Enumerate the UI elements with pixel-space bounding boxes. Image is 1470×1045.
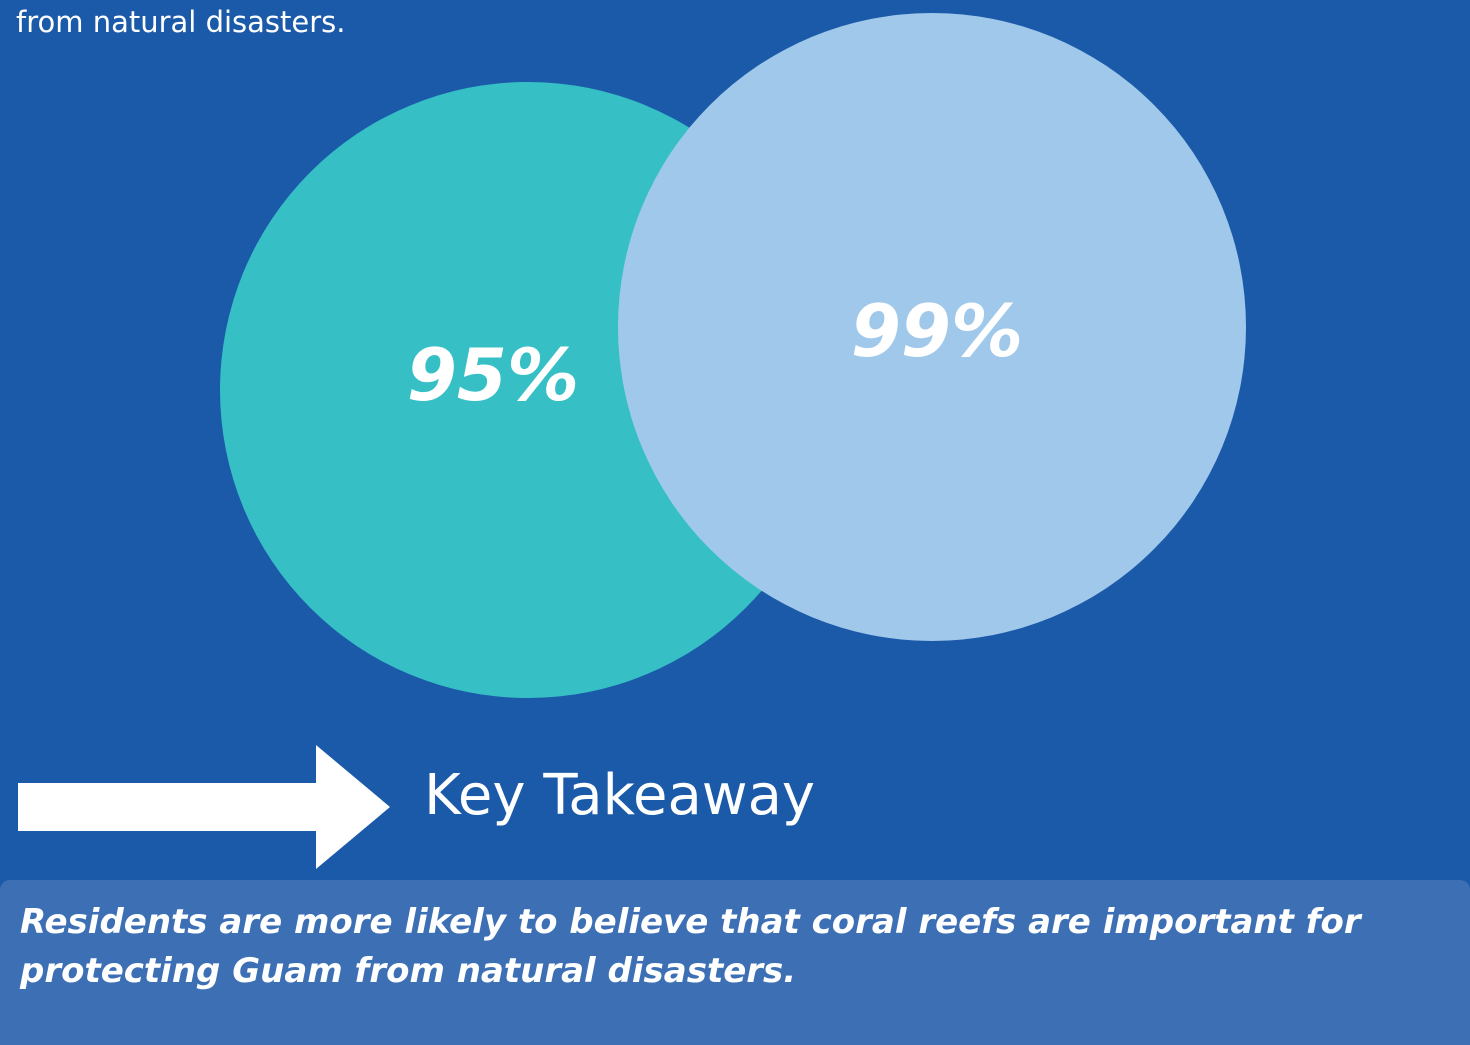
key-takeaway-heading: Key Takeaway (424, 763, 816, 828)
key-takeaway-text: Residents are more likely to believe tha… (20, 902, 1361, 991)
bubble-99-percent (618, 13, 1246, 641)
bubble-99-percent-label: 99% (851, 289, 1023, 373)
bubble-95-percent-label: 95% (407, 333, 579, 417)
percentage-bubble-chart: 95% 99% (220, 13, 1246, 698)
key-takeaway-panel: Residents are more likely to believe tha… (0, 880, 1470, 1045)
right-arrow-icon (18, 745, 390, 869)
intro-text: from natural disasters. (16, 5, 346, 39)
